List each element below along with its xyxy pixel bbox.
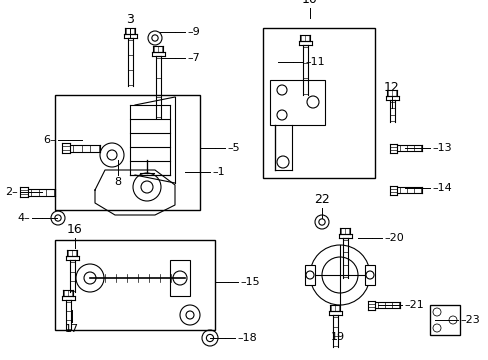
- Text: –9: –9: [186, 27, 199, 37]
- Bar: [170, 260, 190, 296]
- Text: –14: –14: [431, 183, 451, 193]
- Text: –18: –18: [237, 333, 256, 343]
- Bar: [55, 95, 200, 210]
- Text: 2–: 2–: [5, 187, 18, 197]
- Text: –15: –15: [240, 277, 259, 287]
- Bar: [364, 265, 374, 285]
- Text: –21: –21: [403, 300, 423, 310]
- Text: –23: –23: [459, 315, 479, 325]
- Text: –5: –5: [226, 143, 239, 153]
- Bar: [263, 28, 374, 178]
- Text: 3: 3: [126, 13, 134, 26]
- Text: 17: 17: [65, 324, 79, 334]
- Text: –11: –11: [305, 57, 324, 67]
- Text: –13: –13: [431, 143, 451, 153]
- Text: 16: 16: [67, 223, 82, 236]
- Text: 10: 10: [302, 0, 317, 6]
- Text: 6–: 6–: [43, 135, 56, 145]
- Bar: [55, 240, 215, 330]
- Text: 19: 19: [330, 332, 345, 342]
- Text: 8: 8: [114, 177, 122, 187]
- Text: 4–: 4–: [17, 213, 30, 223]
- Text: –20: –20: [383, 233, 403, 243]
- Bar: [429, 305, 459, 335]
- Text: 12: 12: [384, 81, 399, 94]
- Bar: [305, 265, 314, 285]
- Text: –1: –1: [212, 167, 224, 177]
- Text: 22: 22: [313, 193, 329, 206]
- Text: –7: –7: [186, 53, 199, 63]
- Bar: [269, 80, 325, 125]
